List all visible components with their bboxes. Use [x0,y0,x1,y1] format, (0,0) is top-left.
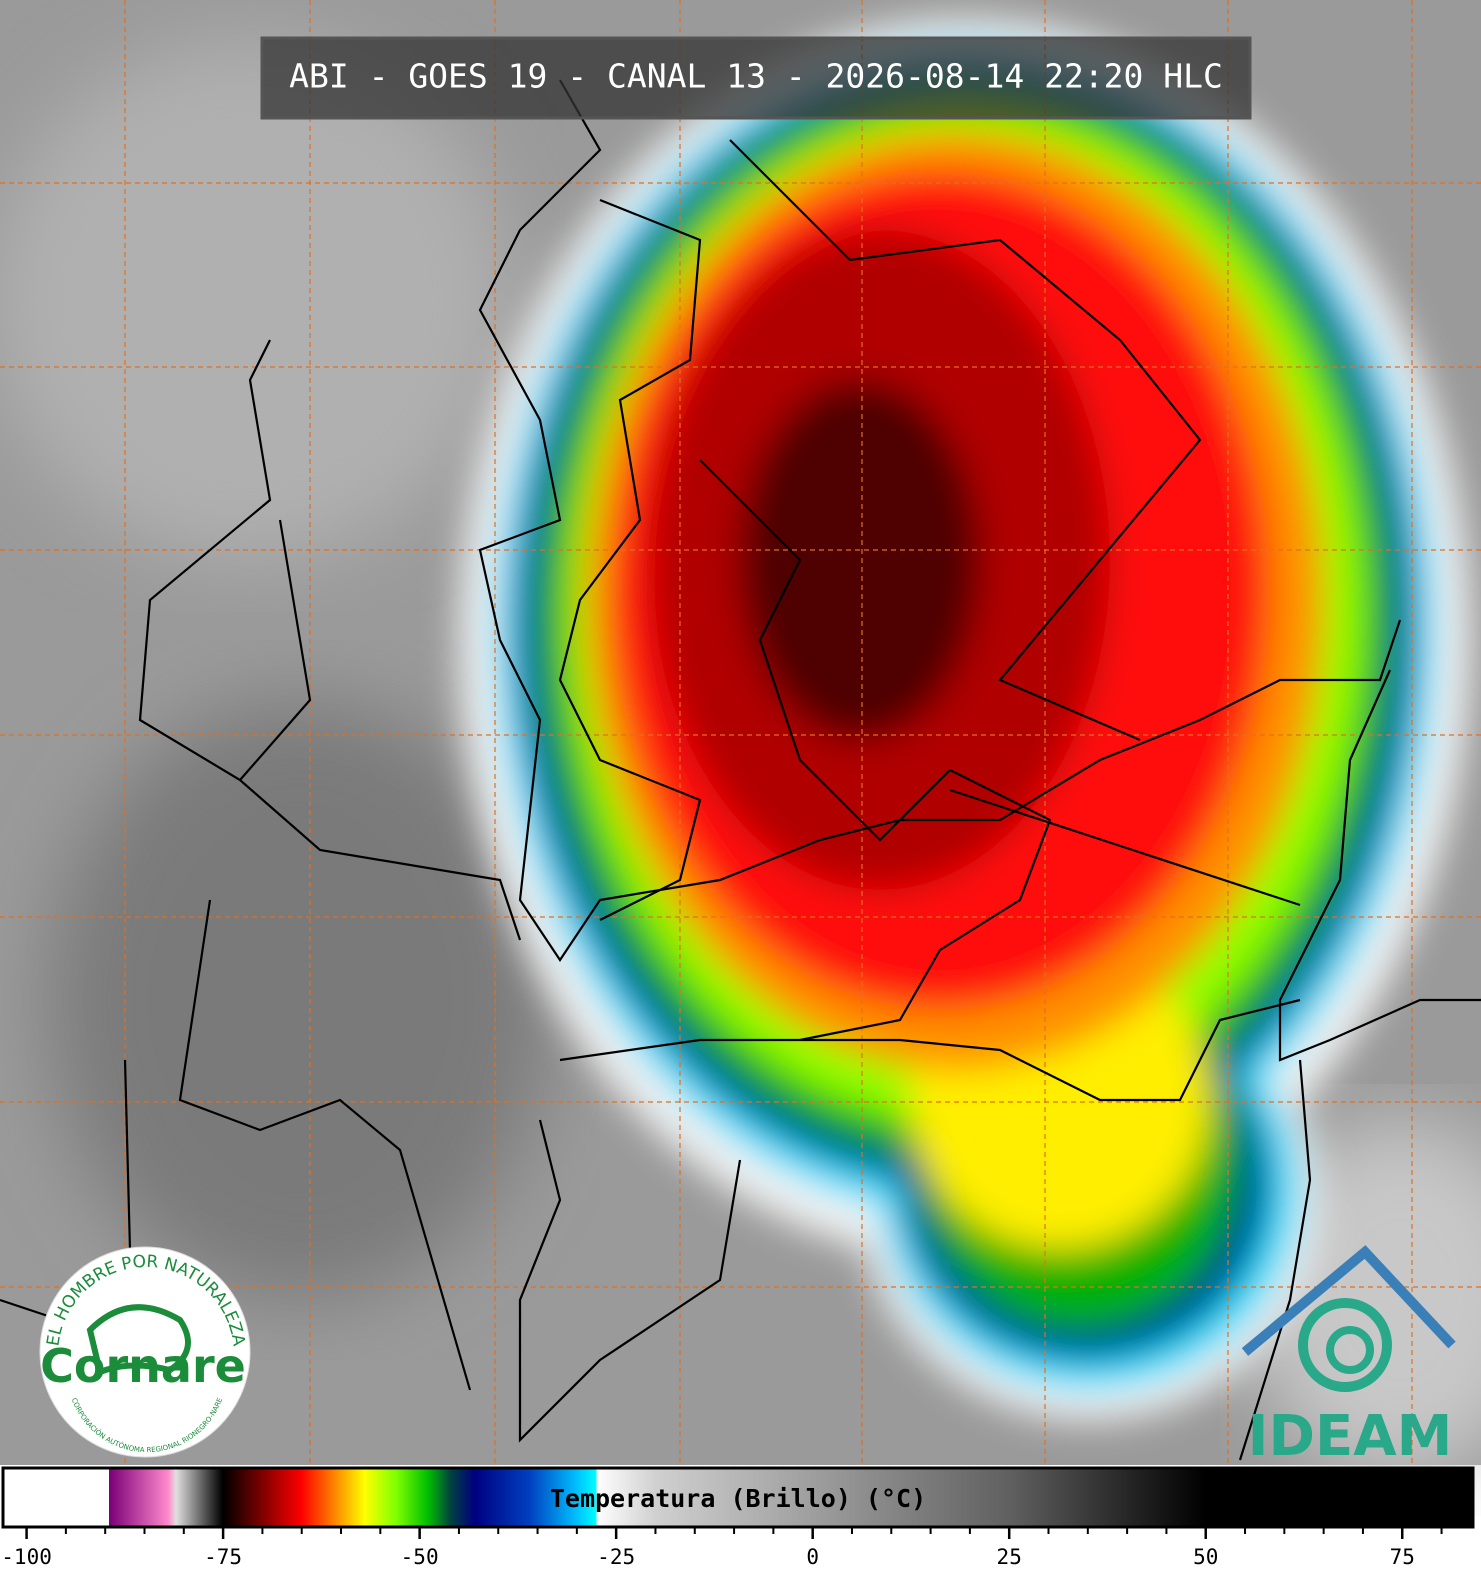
tick-label: -100 [1,1545,52,1569]
title-box: ABI - GOES 19 - CANAL 13 - 2026-08-14 22… [260,36,1252,120]
ideam-logo: IDEAM [1241,1245,1456,1469]
tick-label: 25 [997,1545,1022,1569]
ideam-name: IDEAM [1248,1404,1453,1469]
cornare-logo: EL HOMBRE POR NATURALEZA Cornare CORPORA… [39,1246,251,1458]
tick-label: 50 [1193,1545,1218,1569]
tick-label: -25 [597,1545,635,1569]
tick-label: 75 [1390,1545,1415,1569]
tick-label: 0 [806,1545,819,1569]
cornare-name: Cornare [40,1339,246,1393]
title: ABI - GOES 19 - CANAL 13 - 2026-08-14 22… [289,57,1223,96]
colorbar-ramp [1,1466,1475,1529]
satellite-map [0,0,1481,1480]
tick-label: -50 [401,1545,439,1569]
tick-label: -75 [204,1545,242,1569]
colorbar: Temperatura (Brillo) (°C) -100 -75 -50 -25 0… [1,1466,1475,1569]
colorbar-label: Temperatura (Brillo) (°C) [550,1484,926,1513]
